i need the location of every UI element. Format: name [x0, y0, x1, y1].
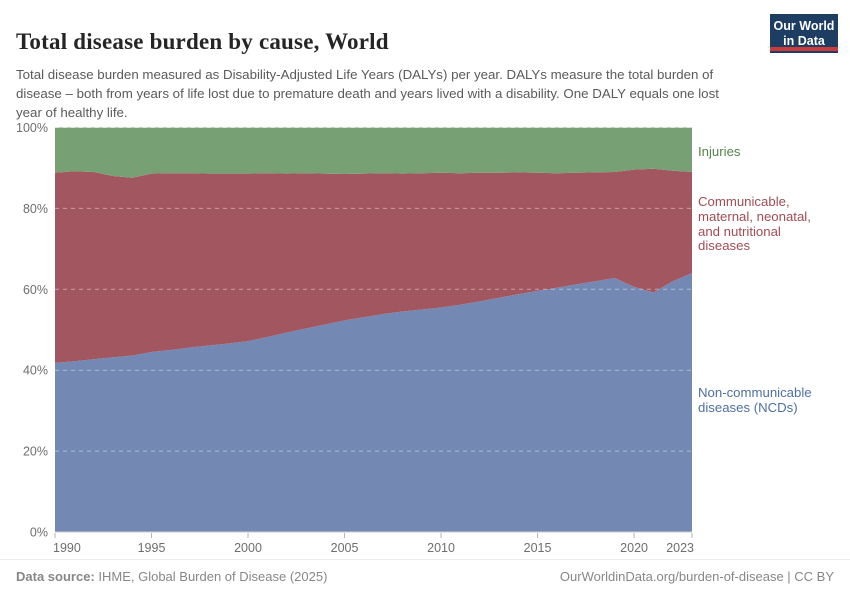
chart-footer: Data source: IHME, Global Burden of Dise…	[0, 559, 850, 601]
y-tick-label: 80%	[23, 202, 48, 216]
x-tick-label: 2010	[427, 541, 455, 555]
license-credit[interactable]: OurWorldinData.org/burden-of-disease | C…	[559, 569, 834, 584]
y-tick-label: 100%	[16, 121, 48, 135]
owid-logo[interactable]: Our World in Data	[770, 14, 838, 53]
legend-label-communicable[interactable]: Communicable, maternal, neonatal, and nu…	[698, 194, 811, 254]
data-source-label: Data source:	[16, 569, 95, 584]
x-tick-label: 1995	[138, 541, 166, 555]
y-tick-label: 20%	[23, 445, 48, 459]
x-tick-label: 2000	[234, 541, 262, 555]
area-ncds[interactable]	[55, 273, 692, 532]
data-source-text: IHME, Global Burden of Disease (2025)	[94, 569, 328, 584]
owid-logo-red-bar	[770, 47, 838, 51]
area-injuries[interactable]	[55, 127, 692, 178]
x-tick-label: 2020	[620, 541, 648, 555]
y-tick-label: 60%	[23, 283, 48, 297]
data-source: Data source: IHME, Global Burden of Dise…	[16, 569, 327, 584]
page-title: Total disease burden by cause, World	[16, 29, 389, 55]
y-tick-label: 40%	[23, 364, 48, 378]
owid-logo-line2: in Data	[783, 33, 825, 48]
x-tick-label: 2023	[666, 541, 694, 555]
x-tick-label: 2015	[524, 541, 552, 555]
area-communicable-diseases[interactable]	[55, 168, 692, 363]
x-tick-label: 2005	[331, 541, 359, 555]
legend-label-injuries[interactable]: Injuries	[698, 144, 741, 159]
chart-subtitle: Total disease burden measured as Disabil…	[16, 67, 719, 121]
owid-logo-line1: Our World	[773, 19, 835, 33]
x-tick-label: 1990	[53, 541, 81, 555]
legend-label-ncds[interactable]: Non-communicable diseases (NCDs)	[698, 385, 812, 415]
y-tick-label: 0%	[30, 526, 48, 540]
